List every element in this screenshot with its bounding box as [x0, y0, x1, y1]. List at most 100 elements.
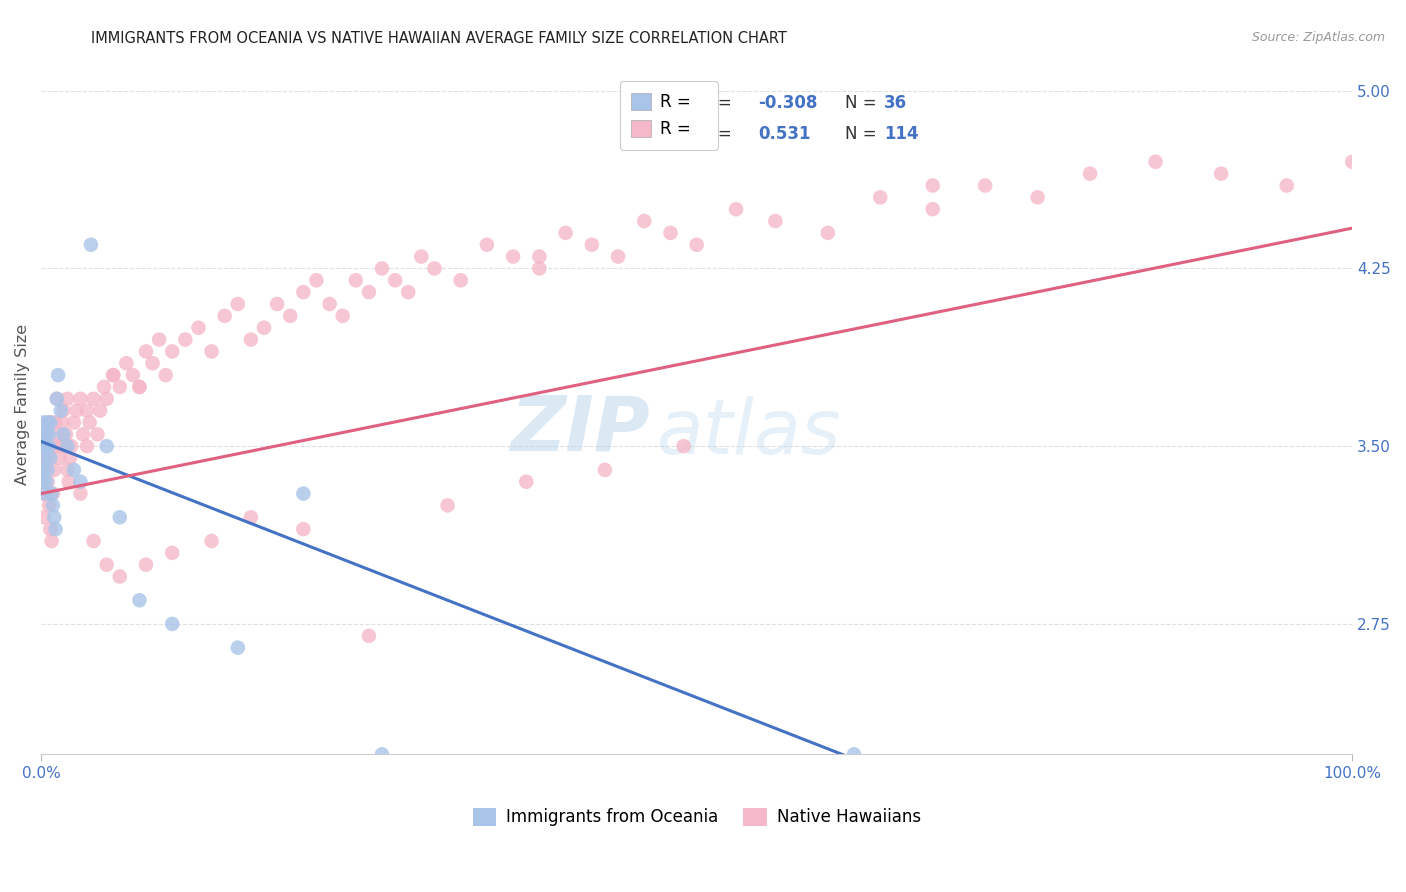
- Point: [128, 380, 150, 394]
- Point: [423, 261, 446, 276]
- Point: [817, 226, 839, 240]
- Point: [38, 427, 60, 442]
- Point: [103, 368, 125, 383]
- Point: [226, 297, 249, 311]
- Point: [41, 533, 63, 548]
- Text: N =: N =: [845, 94, 882, 112]
- Point: [35, 475, 58, 489]
- Point: [1078, 167, 1101, 181]
- Point: [411, 250, 433, 264]
- Point: [31, 486, 53, 500]
- Point: [581, 237, 603, 252]
- Point: [1026, 190, 1049, 204]
- Point: [214, 309, 236, 323]
- Point: [44, 439, 66, 453]
- Point: [69, 486, 91, 500]
- Point: [42, 486, 65, 500]
- Text: ZIP: ZIP: [510, 392, 651, 467]
- Point: [384, 273, 406, 287]
- Text: R =: R =: [700, 94, 737, 112]
- Point: [83, 392, 105, 406]
- Point: [44, 522, 66, 536]
- Text: N =: N =: [845, 125, 882, 143]
- Point: [80, 237, 103, 252]
- Point: [34, 439, 56, 453]
- Point: [55, 427, 77, 442]
- Text: 0.531: 0.531: [758, 125, 811, 143]
- Point: [1144, 154, 1167, 169]
- Point: [35, 427, 58, 442]
- Point: [69, 475, 91, 489]
- Point: [1341, 154, 1364, 169]
- Point: [42, 499, 65, 513]
- Point: [122, 368, 145, 383]
- Point: [41, 416, 63, 430]
- Point: [45, 392, 67, 406]
- Point: [344, 273, 367, 287]
- Point: [44, 416, 66, 430]
- Point: [292, 522, 315, 536]
- Text: R =: R =: [700, 125, 737, 143]
- Point: [53, 439, 76, 453]
- Point: [32, 510, 55, 524]
- Point: [659, 226, 682, 240]
- Point: [45, 439, 67, 453]
- Point: [869, 190, 891, 204]
- Point: [174, 333, 197, 347]
- Point: [187, 320, 209, 334]
- Point: [32, 439, 55, 453]
- Y-axis label: Average Family Size: Average Family Size: [15, 324, 30, 485]
- Point: [155, 368, 177, 383]
- Point: [763, 214, 786, 228]
- Text: Source: ZipAtlas.com: Source: ZipAtlas.com: [1251, 31, 1385, 45]
- Point: [103, 368, 125, 383]
- Point: [34, 439, 56, 453]
- Point: [200, 533, 222, 548]
- Point: [450, 273, 472, 287]
- Point: [1275, 178, 1298, 193]
- Legend: Immigrants from Oceania, Native Hawaiians: Immigrants from Oceania, Native Hawaiian…: [465, 801, 928, 833]
- Text: IMMIGRANTS FROM OCEANIA VS NATIVE HAWAIIAN AVERAGE FAMILY SIZE CORRELATION CHART: IMMIGRANTS FROM OCEANIA VS NATIVE HAWAII…: [91, 31, 787, 46]
- Point: [49, 403, 72, 417]
- Point: [128, 380, 150, 394]
- Point: [89, 403, 111, 417]
- Point: [35, 427, 58, 442]
- Text: atlas: atlas: [658, 396, 842, 470]
- Point: [32, 427, 55, 442]
- Point: [93, 380, 115, 394]
- Point: [83, 533, 105, 548]
- Point: [607, 250, 630, 264]
- Point: [79, 416, 101, 430]
- Point: [292, 285, 315, 300]
- Point: [686, 237, 709, 252]
- Point: [32, 416, 55, 430]
- Point: [160, 616, 183, 631]
- Point: [39, 522, 62, 536]
- Point: [72, 427, 94, 442]
- Point: [38, 439, 60, 453]
- Point: [56, 463, 79, 477]
- Point: [52, 403, 75, 417]
- Point: [921, 178, 943, 193]
- Point: [46, 427, 69, 442]
- Point: [160, 344, 183, 359]
- Point: [135, 344, 157, 359]
- Point: [31, 475, 53, 489]
- Point: [96, 439, 118, 453]
- Point: [39, 450, 62, 465]
- Point: [135, 558, 157, 572]
- Point: [46, 368, 69, 383]
- Text: 36: 36: [884, 94, 907, 112]
- Point: [633, 214, 655, 228]
- Point: [44, 510, 66, 524]
- Point: [115, 356, 138, 370]
- Point: [32, 463, 55, 477]
- Point: [436, 499, 458, 513]
- Point: [672, 439, 695, 453]
- Point: [37, 416, 59, 430]
- Point: [371, 261, 394, 276]
- Point: [357, 629, 380, 643]
- Point: [128, 593, 150, 607]
- Point: [49, 439, 72, 453]
- Point: [58, 475, 80, 489]
